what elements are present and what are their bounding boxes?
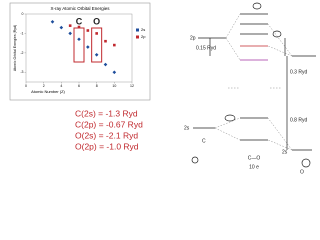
x-tick-label: 8 — [96, 84, 98, 88]
orbital-label: 2s — [282, 149, 288, 155]
point — [103, 62, 108, 67]
point — [77, 37, 81, 42]
gap-label: 0.15 Ryd — [196, 45, 216, 51]
point — [59, 25, 64, 30]
legend-swatch — [136, 28, 139, 32]
annotation-box — [91, 27, 103, 63]
y-tick-label: -2 — [20, 51, 23, 55]
orbital-label: 2s — [184, 125, 190, 131]
legend-swatch — [136, 35, 139, 39]
chart-title: X-ray Atomic Orbital Energies — [50, 6, 110, 11]
molecule-label: C—O — [248, 155, 261, 161]
annotation: O — [93, 16, 100, 26]
orbital-label: 2p — [190, 35, 196, 41]
energy-list: C(2s) = -1.3 Ryd C(2p) = -0.67 Ryd O(2s)… — [75, 108, 143, 151]
chart-frame — [9, 2, 151, 101]
x-tick-label: 2 — [43, 84, 45, 88]
mo-diagram — [191, 2, 316, 168]
y-tick-label: -3 — [20, 70, 23, 74]
x-tick-label: 10 — [112, 84, 116, 88]
point — [95, 32, 98, 35]
energy: O(2p) = -1.0 Ryd — [75, 141, 139, 151]
x-tick-label: 12 — [130, 84, 134, 88]
energy: O(2s) = -2.1 Ryd — [75, 130, 138, 140]
y-axis-label: Atomic Orbital Energies (Ryd) — [13, 25, 17, 71]
legend-label: 2p — [141, 34, 146, 39]
point — [113, 43, 116, 47]
point — [94, 53, 99, 57]
atom-label: O — [300, 169, 304, 175]
orbital-icon — [252, 2, 262, 10]
gap-label: 0.8 Ryd — [290, 117, 307, 123]
point — [77, 25, 81, 29]
point — [112, 70, 117, 75]
point — [86, 45, 90, 49]
point — [50, 19, 55, 24]
annotation-box — [73, 27, 85, 63]
x-tick-label: 0 — [25, 84, 27, 88]
y-tick-label: 0 — [22, 12, 24, 16]
point — [68, 31, 72, 36]
chart: -3 -2 -1 0 0 2 4 6 8 10 12 C O 2s 2p — [20, 12, 146, 88]
legend-label: 2s — [141, 27, 145, 32]
correlation-lines — [214, 13, 293, 151]
diagram-labels: 2p 0.15 Ryd 0.3 Ryd 0.8 Ryd 2s 2s C O C—… — [184, 35, 307, 175]
orbital-icon — [224, 114, 236, 122]
energy: C(2p) = -0.67 Ryd — [75, 119, 143, 129]
orbital-icon — [191, 156, 199, 164]
x-axis-label: Atomic Number (Z) — [31, 89, 65, 94]
annotation: C — [76, 16, 83, 26]
point — [68, 24, 72, 27]
point — [104, 39, 107, 43]
orbital-icon — [301, 158, 311, 168]
x-tick-label: 6 — [78, 84, 80, 88]
atom-label: C — [202, 138, 206, 144]
x-tick-label: 4 — [60, 84, 62, 88]
y-tick-label: -1 — [20, 31, 23, 35]
electron-label: 10 e — [249, 164, 259, 170]
point — [86, 29, 90, 32]
orbital-icon — [272, 30, 282, 38]
energy: C(2s) = -1.3 Ryd — [75, 108, 138, 118]
slide: X-ray Atomic Orbital Energies Atomic Num… — [9, 2, 316, 175]
gap-label: 0.3 Ryd — [290, 69, 307, 75]
